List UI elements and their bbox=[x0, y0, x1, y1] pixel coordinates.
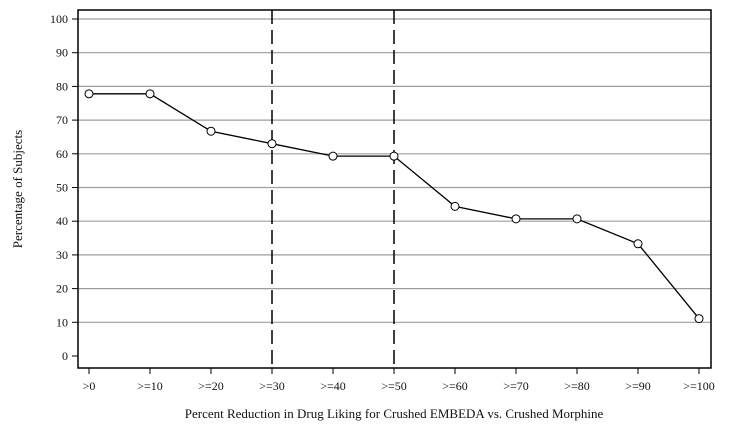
y-tick-label: 0 bbox=[62, 349, 68, 363]
data-point bbox=[450, 201, 460, 211]
y-tick-label: 60 bbox=[56, 147, 68, 161]
y-tick-label: 70 bbox=[56, 113, 68, 127]
y-tick-label: 50 bbox=[56, 181, 68, 195]
data-point bbox=[145, 89, 155, 99]
data-point bbox=[328, 151, 338, 161]
y-tick-label: 80 bbox=[56, 79, 68, 93]
y-tick-label: 90 bbox=[56, 46, 68, 60]
data-point bbox=[511, 214, 521, 224]
reference-lines bbox=[271, 10, 395, 368]
x-tick-label: >=10 bbox=[137, 379, 163, 393]
y-axis: 0 10 20 30 40 50 60 70 80 90 100 bbox=[50, 12, 78, 363]
x-tick-label: >=90 bbox=[625, 379, 651, 393]
y-tick-label: 40 bbox=[56, 214, 68, 228]
y-tick-label: 10 bbox=[56, 315, 68, 329]
x-tick-label: >=30 bbox=[259, 379, 285, 393]
x-tick-label: >=20 bbox=[198, 379, 224, 393]
x-axis: >0 >=10 >=20 >=30 >=40 >=50 >=60 >=70 >=80 >=90 >=… bbox=[83, 368, 715, 393]
x-axis-title: Percent Reduction in Drug Liking for Cru… bbox=[185, 406, 604, 421]
data-point bbox=[206, 126, 216, 136]
x-tick-label: >0 bbox=[83, 379, 96, 393]
x-tick-label: >=70 bbox=[503, 379, 529, 393]
x-tick-label: >=60 bbox=[442, 379, 468, 393]
y-tick-label: 100 bbox=[50, 12, 68, 26]
y-axis-title: Percentage of Subjects bbox=[10, 130, 25, 248]
data-point bbox=[633, 239, 643, 249]
y-tick-label: 30 bbox=[56, 248, 68, 262]
series-line bbox=[89, 93, 700, 320]
y-tick-label: 20 bbox=[56, 282, 68, 296]
x-tick-label: >=40 bbox=[320, 379, 346, 393]
data-point bbox=[84, 89, 94, 99]
x-tick-label: >=100 bbox=[683, 379, 715, 393]
data-point bbox=[389, 151, 399, 161]
data-point bbox=[694, 314, 704, 324]
series-path bbox=[89, 93, 700, 320]
x-tick-label: >=80 bbox=[564, 379, 590, 393]
series-markers bbox=[84, 89, 704, 324]
data-point bbox=[267, 139, 277, 149]
data-point bbox=[572, 214, 582, 224]
x-tick-label: >=50 bbox=[381, 379, 407, 393]
